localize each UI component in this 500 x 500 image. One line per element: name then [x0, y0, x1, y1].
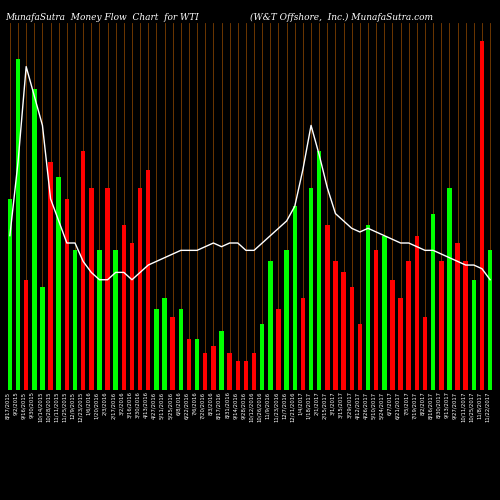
- Bar: [203, 353, 207, 390]
- Bar: [81, 151, 86, 390]
- Bar: [195, 338, 200, 390]
- Text: MunafaSutra  Money Flow  Chart  for WTI: MunafaSutra Money Flow Chart for WTI: [5, 12, 199, 22]
- Bar: [276, 309, 280, 390]
- Bar: [228, 353, 232, 390]
- Bar: [220, 331, 224, 390]
- Bar: [106, 188, 110, 390]
- Bar: [284, 250, 289, 390]
- Bar: [423, 316, 427, 390]
- Bar: [56, 177, 61, 390]
- Bar: [300, 298, 305, 390]
- Bar: [390, 280, 394, 390]
- Bar: [398, 298, 403, 390]
- Bar: [488, 250, 492, 390]
- Bar: [178, 309, 183, 390]
- Bar: [472, 280, 476, 390]
- Bar: [186, 338, 191, 390]
- Bar: [16, 59, 20, 390]
- Bar: [89, 188, 94, 390]
- Bar: [414, 236, 419, 390]
- Bar: [252, 353, 256, 390]
- Bar: [358, 324, 362, 390]
- Bar: [431, 214, 436, 390]
- Bar: [439, 262, 444, 390]
- Bar: [456, 243, 460, 390]
- Bar: [24, 280, 28, 390]
- Bar: [114, 250, 118, 390]
- Bar: [73, 250, 77, 390]
- Bar: [260, 324, 264, 390]
- Text: (W&T Offshore,  Inc.) MunafaSutra.com: (W&T Offshore, Inc.) MunafaSutra.com: [250, 12, 433, 22]
- Bar: [162, 298, 167, 390]
- Bar: [64, 199, 69, 390]
- Bar: [122, 224, 126, 390]
- Bar: [211, 346, 216, 390]
- Bar: [309, 188, 314, 390]
- Bar: [236, 360, 240, 390]
- Bar: [40, 287, 44, 390]
- Bar: [366, 224, 370, 390]
- Bar: [333, 262, 338, 390]
- Bar: [350, 287, 354, 390]
- Bar: [406, 262, 411, 390]
- Bar: [8, 199, 12, 390]
- Bar: [268, 262, 272, 390]
- Bar: [325, 224, 330, 390]
- Bar: [146, 170, 150, 390]
- Bar: [32, 88, 36, 390]
- Bar: [48, 162, 53, 390]
- Bar: [97, 250, 102, 390]
- Bar: [138, 188, 142, 390]
- Bar: [244, 360, 248, 390]
- Bar: [130, 243, 134, 390]
- Bar: [480, 41, 484, 390]
- Bar: [170, 316, 175, 390]
- Bar: [292, 206, 297, 390]
- Bar: [447, 188, 452, 390]
- Bar: [374, 250, 378, 390]
- Bar: [154, 309, 158, 390]
- Bar: [317, 151, 322, 390]
- Bar: [342, 272, 346, 390]
- Bar: [382, 236, 386, 390]
- Bar: [464, 262, 468, 390]
